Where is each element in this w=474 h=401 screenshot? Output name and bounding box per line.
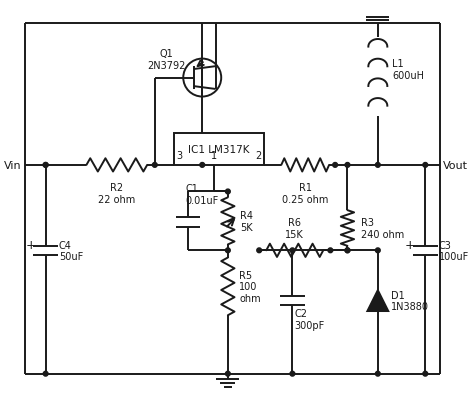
FancyBboxPatch shape	[174, 133, 264, 166]
Circle shape	[200, 163, 205, 168]
Circle shape	[423, 163, 428, 168]
Text: C1
0.01uF: C1 0.01uF	[185, 184, 219, 205]
Text: +: +	[25, 239, 36, 251]
Circle shape	[345, 248, 350, 253]
Circle shape	[375, 371, 380, 376]
Circle shape	[257, 248, 262, 253]
Text: Vin: Vin	[4, 160, 22, 170]
Circle shape	[345, 163, 350, 168]
Circle shape	[43, 371, 48, 376]
Circle shape	[423, 371, 428, 376]
Polygon shape	[367, 290, 388, 311]
Text: R2
22 ohm: R2 22 ohm	[98, 182, 136, 204]
Circle shape	[226, 248, 230, 253]
Text: R6
15K: R6 15K	[285, 218, 304, 239]
Text: Vout: Vout	[443, 160, 468, 170]
Text: C2
300pF: C2 300pF	[294, 308, 325, 330]
Text: 2: 2	[255, 151, 261, 161]
Text: C4
50uF: C4 50uF	[59, 240, 83, 261]
Text: R1
0.25 ohm: R1 0.25 ohm	[282, 182, 328, 204]
Circle shape	[153, 163, 157, 168]
Text: L1
600uH: L1 600uH	[392, 59, 424, 81]
Circle shape	[375, 163, 380, 168]
Circle shape	[290, 248, 295, 253]
Text: 1: 1	[211, 151, 217, 161]
Text: IC1 LM317K: IC1 LM317K	[188, 144, 250, 154]
Text: 3: 3	[177, 151, 183, 161]
Text: R4
5K: R4 5K	[240, 211, 253, 232]
Circle shape	[43, 163, 48, 168]
Text: R5
100
ohm: R5 100 ohm	[239, 270, 261, 303]
Circle shape	[43, 163, 48, 168]
Circle shape	[328, 248, 333, 253]
Text: D1
1N3880: D1 1N3880	[391, 290, 429, 312]
Circle shape	[290, 371, 295, 376]
Circle shape	[226, 371, 230, 376]
Circle shape	[375, 248, 380, 253]
Text: R3
240 ohm: R3 240 ohm	[361, 218, 404, 239]
Text: C3
100uF: C3 100uF	[438, 240, 469, 261]
Text: Q1
2N3792: Q1 2N3792	[147, 49, 185, 71]
Circle shape	[226, 190, 230, 194]
Text: +: +	[405, 239, 415, 251]
Circle shape	[333, 163, 337, 168]
Circle shape	[345, 248, 350, 253]
